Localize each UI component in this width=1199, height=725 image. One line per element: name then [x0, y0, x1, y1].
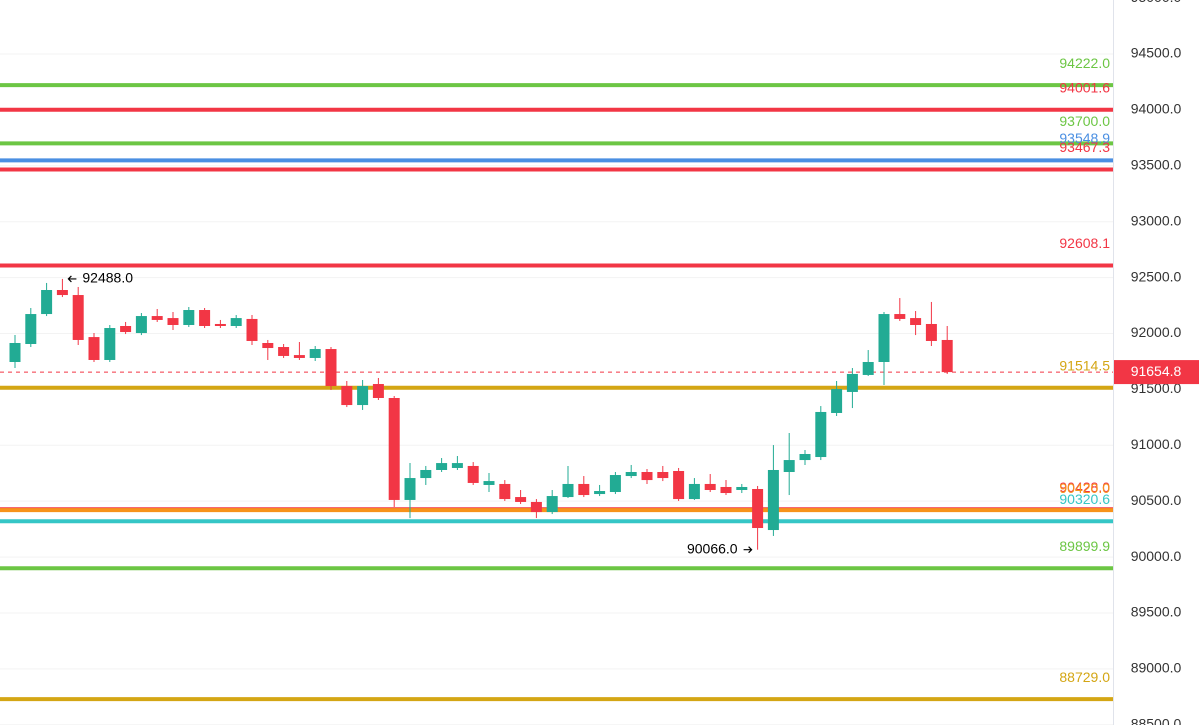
y-tick-label: 91500.0 — [1131, 380, 1182, 396]
candle-body — [609, 475, 621, 493]
candle-body — [720, 486, 732, 494]
candle-body — [420, 469, 432, 479]
candle-body — [262, 342, 274, 349]
candle-body — [910, 318, 922, 325]
candle-body — [767, 469, 779, 531]
candle-body — [88, 337, 100, 360]
candle-body — [625, 472, 637, 477]
candle-body — [9, 342, 21, 362]
candle-body — [120, 325, 132, 333]
candle-body — [357, 386, 369, 406]
candle-body — [641, 472, 653, 481]
candle-body — [467, 465, 479, 483]
candle-body — [483, 481, 495, 485]
y-tick-label: 92000.0 — [1131, 324, 1182, 340]
level-label: 93467.3 — [1059, 139, 1110, 155]
candle-body — [562, 483, 574, 498]
annotation-arrow — [743, 546, 753, 554]
candle-body — [199, 310, 211, 326]
y-tick-label: 89000.0 — [1131, 660, 1182, 676]
current-price-box — [1114, 360, 1199, 385]
y-tick-label: 88500.0 — [1131, 715, 1182, 725]
candle-body — [783, 460, 795, 473]
candle-body — [341, 386, 353, 406]
level-label: 90428.0 — [1059, 479, 1110, 495]
annotation-arrow — [67, 275, 77, 283]
candle-body — [151, 316, 163, 320]
y-tick-label: 94500.0 — [1131, 45, 1182, 61]
candle-body — [878, 314, 890, 362]
candle-body — [546, 496, 558, 513]
annotation-label: 92488.0 — [82, 270, 133, 286]
candle-body — [41, 290, 53, 315]
candle-body — [530, 501, 542, 513]
candle-body — [214, 323, 226, 326]
candle-body — [293, 355, 305, 358]
candle-body — [309, 349, 321, 358]
y-tick-label: 91000.0 — [1131, 436, 1182, 452]
candle-body — [688, 483, 700, 500]
candle-body — [372, 384, 384, 398]
level-label: 93548.9 — [1059, 130, 1110, 146]
candle-body — [673, 470, 685, 500]
y-tick-label: 94000.0 — [1131, 101, 1182, 117]
y-tick-label: 92500.0 — [1131, 268, 1182, 284]
candle-body — [499, 483, 511, 500]
candle-body — [183, 310, 195, 325]
candle-body — [246, 318, 258, 341]
level-label: 90420.0 — [1059, 480, 1110, 496]
candle-body — [404, 478, 416, 500]
candle-body — [104, 328, 116, 360]
candle-body — [657, 472, 669, 479]
candle-body — [752, 488, 764, 529]
candle-body — [925, 323, 937, 341]
candle-body — [862, 361, 874, 375]
candle-body — [56, 290, 68, 296]
candle-body — [515, 497, 527, 502]
candle-body — [594, 491, 606, 495]
candle-body — [278, 347, 290, 356]
y-tick-label: 89500.0 — [1131, 604, 1182, 620]
candle-body — [799, 454, 811, 461]
candle-body — [578, 483, 590, 496]
level-label: 91514.5 — [1059, 357, 1110, 373]
candle-body — [704, 483, 716, 491]
y-tick-label: 93000.0 — [1131, 212, 1182, 228]
candle-body — [831, 389, 843, 413]
candle-body — [736, 486, 748, 491]
candle-body — [451, 463, 463, 468]
candle-body — [25, 314, 37, 344]
y-tick-label: 90000.0 — [1131, 548, 1182, 564]
level-label: 90320.6 — [1059, 491, 1110, 507]
candle-body — [941, 339, 953, 373]
level-label: 88729.0 — [1059, 669, 1110, 685]
current-price-label: 91654.8 — [1131, 363, 1182, 379]
level-label: 93700.0 — [1059, 113, 1110, 129]
candle-body — [894, 314, 906, 319]
candle-body — [167, 318, 179, 325]
candle-body — [436, 463, 448, 470]
candle-body — [815, 411, 827, 458]
candle-body — [388, 397, 400, 500]
annotation-label: 90066.0 — [687, 540, 738, 556]
y-tick-label: 93500.0 — [1131, 156, 1182, 172]
candle-body — [230, 318, 242, 326]
candle-body — [846, 373, 858, 392]
y-tick-label: 90500.0 — [1131, 492, 1182, 508]
candle-body — [135, 316, 147, 334]
level-label: 94222.0 — [1059, 55, 1110, 71]
candle-body — [72, 295, 84, 340]
level-label: 89899.9 — [1059, 538, 1110, 554]
y-tick-label: 95000.0 — [1131, 0, 1182, 5]
level-label: 92608.1 — [1059, 235, 1110, 251]
candle-body — [325, 349, 337, 387]
level-label: 94001.6 — [1059, 79, 1110, 95]
